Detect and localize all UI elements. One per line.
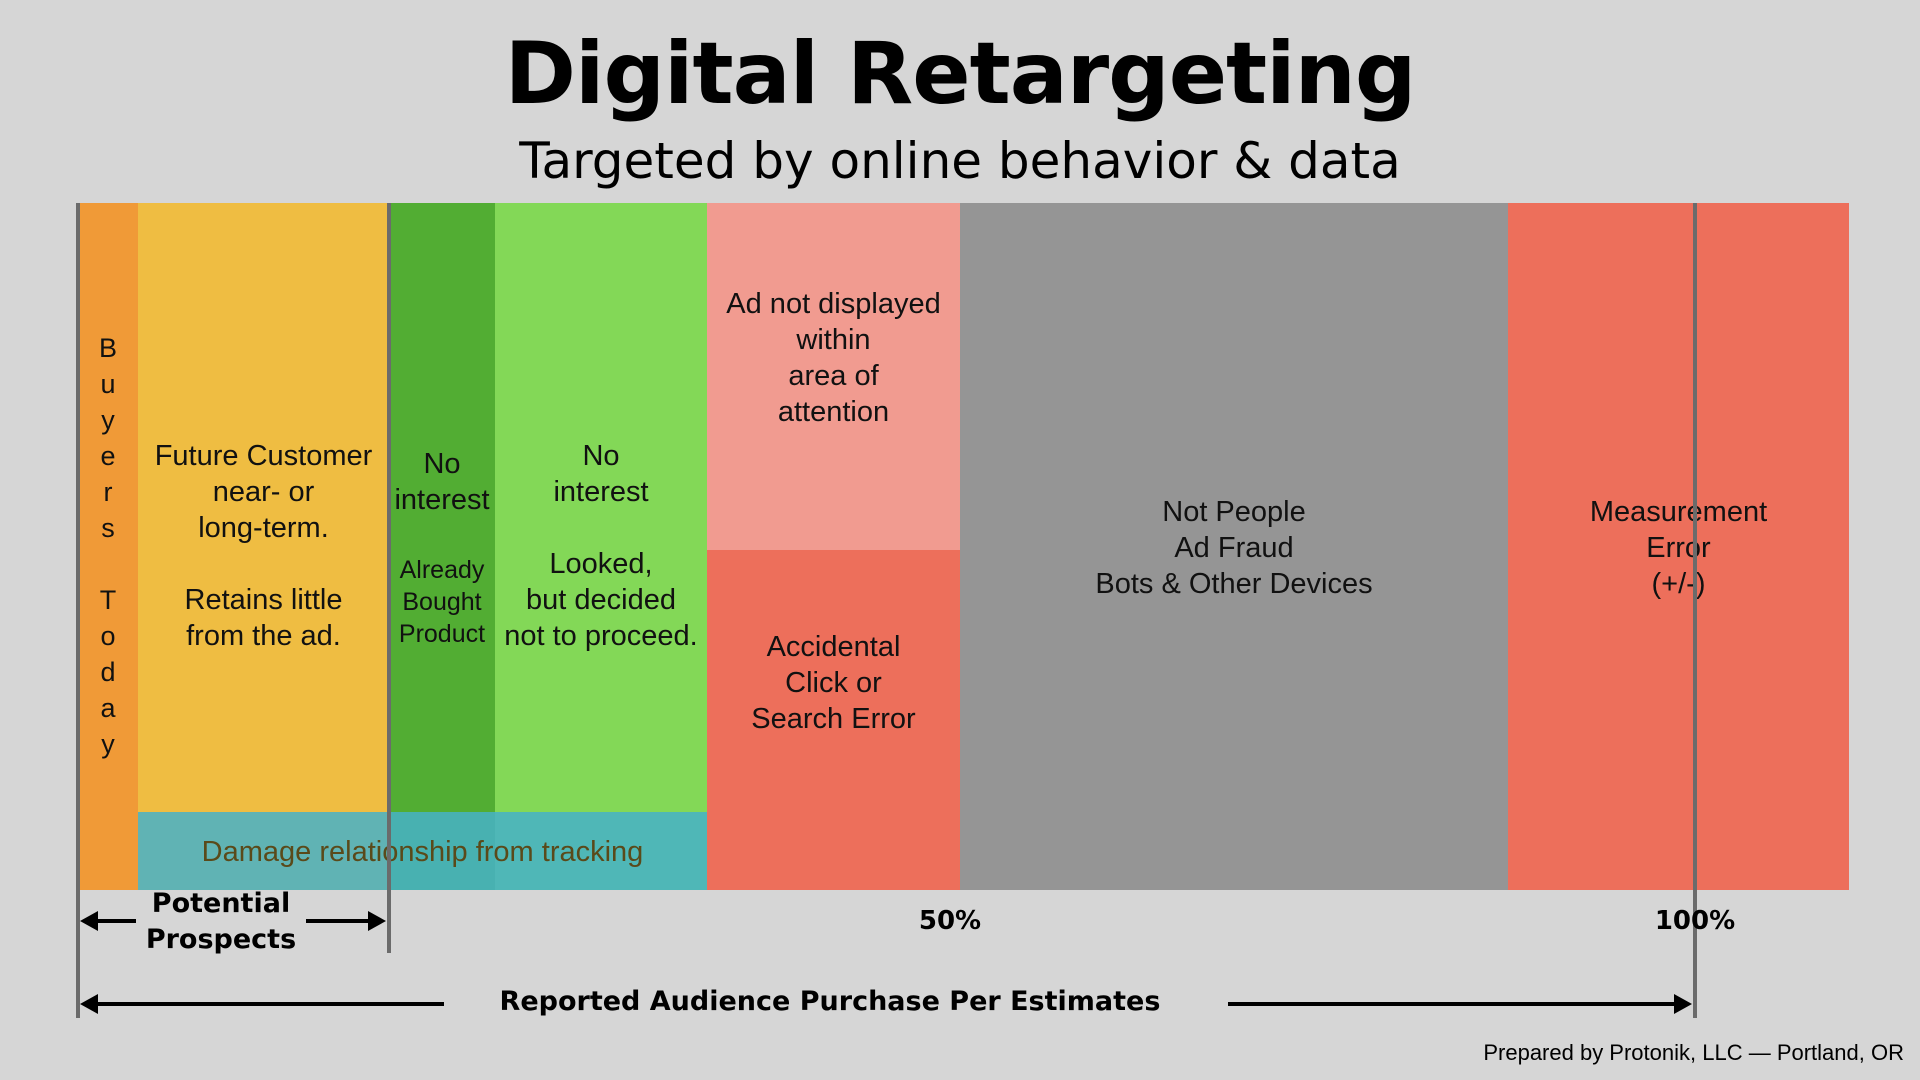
prospects-arrow-right-head (368, 911, 386, 931)
already-bought-heading: No interest (394, 448, 490, 516)
audience-arrow-left-line (96, 1002, 444, 1006)
hundred-percent-line (1693, 203, 1697, 1018)
segment-not-people (960, 203, 1508, 890)
credit-text: Prepared by Protonik, LLC — Portland, OR (1483, 1040, 1904, 1065)
segment-buyers-today (78, 203, 138, 890)
buyers-today-label: B u y e r s T o d a y (98, 333, 117, 759)
audience-arrow-right-line (1228, 1002, 1674, 1006)
already-bought-detail: Already Bought Product (398, 556, 486, 648)
measurement-error-label: Measurement Error (+/-) (1589, 496, 1768, 600)
future-customer-label: Future Customer near- or long-term. Reta… (154, 440, 373, 652)
tracking-overlay (138, 812, 707, 890)
segment-accidental-click (707, 550, 960, 890)
hundred-percent-label: 100% (1654, 906, 1736, 936)
segment-measurement-error (1508, 203, 1849, 890)
segment-no-interest (495, 203, 707, 890)
accidental-click-label: Accidental Click or Search Error (751, 631, 916, 735)
not-people-label: Not People Ad Fraud Bots & Other Devices (1095, 496, 1373, 600)
no-interest-label: No interest Looked, but decided not to p… (504, 440, 698, 652)
prospects-arrow-left-line (96, 919, 136, 923)
reported-audience-label: Reported Audience Purchase Per Estimates (499, 986, 1161, 1017)
audience-arrow-left-head (80, 994, 98, 1014)
potential-prospects-label: Potential Prospects (145, 888, 297, 955)
prospects-boundary-line (387, 203, 391, 953)
prospects-arrow-left-head (80, 911, 98, 931)
audience-arrow-right-head (1674, 994, 1692, 1014)
segment-ad-not-displayed (707, 203, 960, 550)
page-subtitle: Targeted by online behavior & data (519, 132, 1401, 190)
segment-already-bought (389, 203, 495, 890)
prospects-arrow-right-line (306, 919, 368, 923)
fifty-percent-label: 50% (918, 906, 982, 936)
tracking-overlay-label: Damage relationship from tracking (201, 836, 644, 868)
segment-future-customer (138, 203, 389, 890)
left-boundary-line (76, 203, 80, 1018)
ad-not-displayed-label: Ad not displayed within area of attentio… (726, 288, 941, 428)
page-title: Digital Retargeting (504, 24, 1417, 124)
